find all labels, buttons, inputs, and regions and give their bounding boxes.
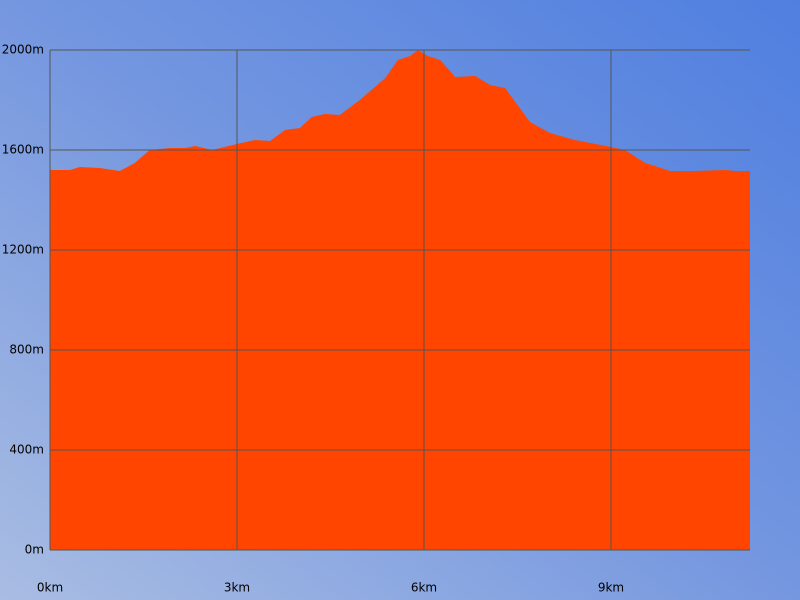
x-tick-label: 6km xyxy=(411,581,437,595)
y-tick-label: 2000m xyxy=(2,43,44,57)
y-tick-label: 0m xyxy=(25,543,44,557)
x-tick-label: 9km xyxy=(598,581,624,595)
y-tick-label: 1200m xyxy=(2,243,44,257)
x-tick-label: 3km xyxy=(224,581,250,595)
y-tick-label: 800m xyxy=(9,343,44,357)
x-tick-label: 0km xyxy=(37,581,63,595)
elevation-area xyxy=(50,50,750,550)
y-tick-label: 1600m xyxy=(2,143,44,157)
y-tick-label: 400m xyxy=(9,443,44,457)
